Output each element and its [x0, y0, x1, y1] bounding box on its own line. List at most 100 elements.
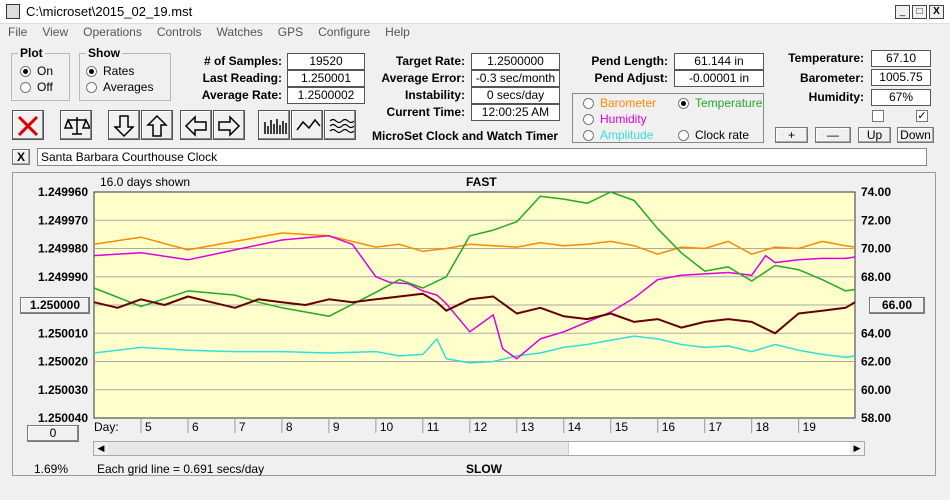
sensor-center-button[interactable]: 66.00	[869, 297, 925, 314]
title-bar: C:\microset\2015_02_19.mst _ □ X	[0, 0, 950, 24]
barometer-reading-value: 1005.75	[871, 69, 931, 86]
move-up-button[interactable]	[141, 110, 173, 140]
move-down-button[interactable]	[108, 110, 140, 140]
series-line-humidity	[93, 235, 856, 360]
y-right-tick-label: 72.00	[861, 213, 891, 227]
bars-view-button[interactable]	[258, 110, 290, 140]
show-rates-label: Rates	[103, 64, 135, 78]
show-rates-radio[interactable]: Rates	[86, 64, 134, 78]
temperature-reading-value: 67.10	[871, 50, 931, 67]
series-line-amplitude	[93, 335, 856, 364]
series-line-barometer	[93, 232, 856, 255]
y-right-tick-label: 58.00	[861, 411, 891, 425]
target-rate-value: 1.2500000	[471, 53, 560, 70]
scroll-left-icon[interactable]: ◀	[94, 442, 108, 455]
menu-watches[interactable]: Watches	[216, 25, 263, 39]
plot-group-title: Plot	[20, 46, 43, 60]
series-line-temperature	[93, 191, 856, 318]
maximize-button[interactable]: □	[912, 5, 927, 19]
balance-button[interactable]	[60, 110, 92, 140]
scale-down-button[interactable]: Down	[897, 127, 934, 143]
radio-dot	[86, 81, 97, 93]
arrow-left-icon	[184, 115, 207, 137]
radio-dot	[583, 97, 594, 109]
radio-dot	[20, 65, 31, 77]
scale-plus-button[interactable]: +	[775, 127, 808, 143]
clock-rate-radio[interactable]: Clock rate	[678, 128, 749, 142]
y-left-tick-label: 1.250030	[38, 383, 88, 397]
minimize-button[interactable]: _	[895, 5, 910, 19]
rate-chart: 1.249960 1.249970 1.249980 1.249990 1.250010…	[38, 175, 891, 434]
pend-length-label: Pend Length:	[591, 54, 668, 68]
menu-bar: File View Operations Controls Watches GPS Conf…	[0, 24, 950, 42]
amplitude-radio[interactable]: Amplitude	[583, 128, 653, 142]
clock-name-input[interactable]: Santa Barbara Courthouse Clock	[37, 148, 927, 166]
barometer-reading-label: Barometer:	[799, 71, 864, 85]
last-reading-value: 1.250001	[287, 70, 365, 87]
plot-on-radio[interactable]: On	[20, 64, 53, 78]
x-tick-label: 18	[756, 420, 770, 434]
fast-label: FAST	[466, 175, 497, 189]
line-view-button[interactable]	[291, 110, 323, 140]
grid-note: Each grid line = 0.691 secs/day	[97, 462, 265, 476]
plot-off-radio[interactable]: Off	[20, 80, 53, 94]
scale-minus-button[interactable]: —	[815, 127, 851, 143]
scale-up-button[interactable]: Up	[858, 127, 891, 143]
menu-help[interactable]: Help	[385, 25, 410, 39]
average-error-value: -0.3 sec/month	[471, 70, 560, 87]
y-right-tick-label: 74.00	[861, 185, 891, 199]
wave-view-button[interactable]	[324, 110, 356, 140]
clear-name-button[interactable]: X	[12, 149, 30, 165]
delete-button[interactable]	[12, 110, 44, 140]
arrow-right-icon	[218, 115, 241, 137]
close-button[interactable]: X	[929, 5, 944, 19]
time-scrollbar[interactable]: ◀ ▶	[93, 441, 865, 456]
current-time-value: 12:00:25 AM	[471, 104, 560, 121]
plot-off-label: Off	[37, 80, 53, 94]
y-left-tick-label: 1.249970	[38, 213, 88, 227]
temperature-radio[interactable]: Temperature	[678, 96, 762, 110]
target-rate-label: Target Rate:	[395, 54, 465, 68]
menu-file[interactable]: File	[8, 25, 28, 39]
plot-group: Plot	[11, 46, 70, 101]
line-graph-icon	[296, 118, 321, 131]
x-tick-label: 17	[709, 420, 723, 434]
barometer-radio[interactable]: Barometer	[583, 96, 656, 110]
menu-view[interactable]: View	[42, 25, 69, 39]
x-tick-label: 19	[803, 420, 817, 434]
radio-dot	[583, 129, 594, 141]
humidity-radio[interactable]: Humidity	[583, 112, 647, 126]
y-left-tick-label: 1.249960	[38, 185, 88, 199]
move-left-button[interactable]	[180, 110, 212, 140]
barometer-label: Barometer	[600, 96, 657, 110]
average-rate-label: Average Rate:	[201, 88, 282, 102]
y-left-tick-label: 1.250010	[38, 326, 88, 340]
humidity-label: Humidity	[600, 112, 647, 126]
rate-center-button[interactable]: 1.250000	[20, 297, 90, 314]
red-x-icon	[17, 115, 39, 137]
scroll-thumb[interactable]	[568, 442, 850, 455]
clock-rate-label: Clock rate	[695, 128, 750, 142]
move-right-button[interactable]	[213, 110, 245, 140]
humidity-reading-label: Humidity:	[808, 90, 864, 104]
series-line-rate	[93, 292, 856, 335]
pend-adjust-label: Pend Adjust:	[594, 71, 668, 85]
scroll-right-icon[interactable]: ▶	[850, 442, 864, 455]
pend-adjust-value: -0.00001 in	[674, 70, 764, 87]
menu-operations[interactable]: Operations	[83, 25, 142, 39]
menu-controls[interactable]: Controls	[156, 25, 202, 39]
show-averages-radio[interactable]: Averages	[86, 80, 153, 94]
menu-configure[interactable]: Configure	[318, 25, 371, 39]
y-left-tick-label: 1.249980	[38, 242, 88, 256]
x-tick-label: 6	[192, 420, 199, 434]
humidity-reading-value: 67%	[871, 89, 931, 106]
y-right-tick-label: 68.00	[861, 270, 891, 284]
window-title: C:\microset\2015_02_19.mst	[26, 4, 193, 19]
y-right-tick-label: 62.00	[861, 355, 891, 369]
x-tick-label: 16	[662, 420, 676, 434]
right-checkbox[interactable]: ✓	[916, 110, 928, 122]
wave-icon	[329, 118, 354, 134]
menu-gps[interactable]: GPS	[277, 25, 304, 39]
zero-button[interactable]: 0	[27, 425, 79, 442]
left-checkbox[interactable]	[872, 110, 884, 122]
